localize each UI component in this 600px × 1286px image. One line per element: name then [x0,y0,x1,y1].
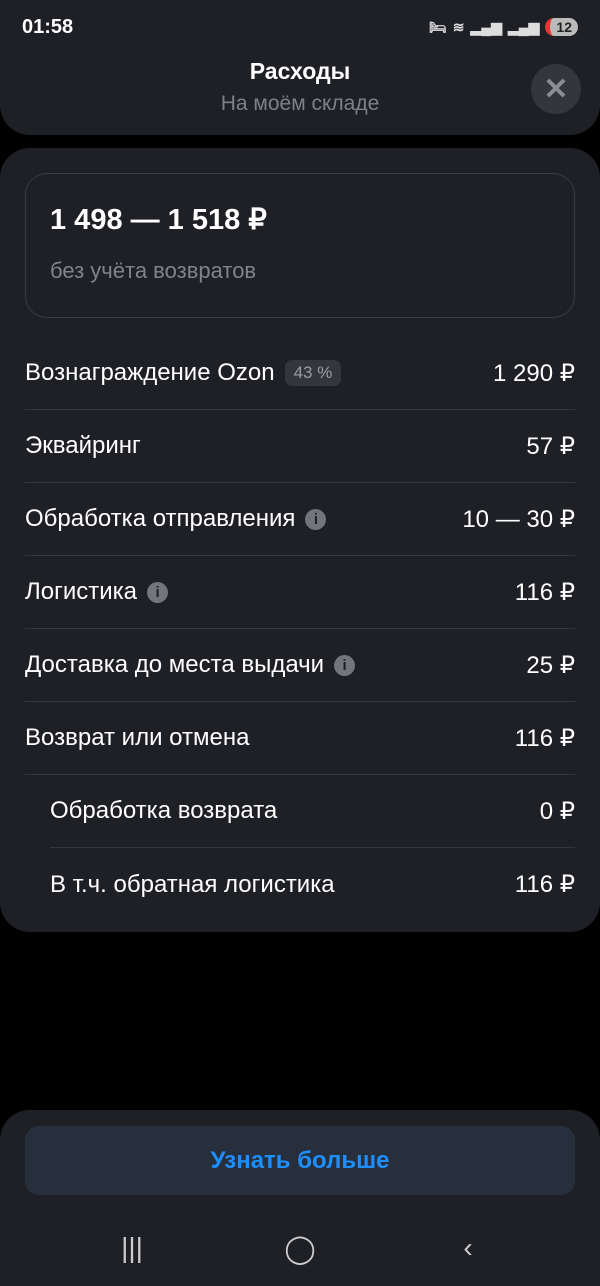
row-value: 0 ₽ [539,797,575,825]
info-icon[interactable]: i [334,654,356,676]
signal-icon-2: ▂▄▆ [507,18,540,35]
recent-apps-icon[interactable]: ||| [121,1232,143,1263]
row-value: 116 ₽ [514,724,575,752]
expense-row: Логистика i 116 ₽ [25,556,575,629]
row-value: 25 ₽ [526,651,575,679]
row-value: 57 ₽ [526,432,575,460]
expense-row: Обработка возврата 0 ₽ [50,775,575,848]
close-icon: ✕ [543,72,569,106]
row-label: Обработка возврата [50,797,278,824]
row-value: 1 290 ₽ [493,359,575,387]
row-label: Возврат или отмена [25,724,250,751]
info-icon[interactable]: i [305,508,327,530]
percent-badge: 43 % [284,360,342,386]
row-value: 10 — 30 ₽ [462,505,575,533]
info-icon[interactable]: i [147,581,169,603]
expense-row: Эквайринг 57 ₽ [25,410,575,483]
expense-note: без учёта возвратов [50,258,257,283]
back-icon[interactable]: ‹ [463,1232,473,1263]
expenses-card: 1 498 — 1 518 ₽ без учёта возвратов Возн… [0,148,600,932]
expense-row: Возврат или отмена 116 ₽ [25,702,575,775]
page-subtitle: На моём складе [220,92,380,115]
sleep-icon: 🛏 [429,18,447,35]
row-label: Доставка до места выдачи [25,651,325,678]
clock: 01:58 [22,15,74,38]
expense-row: В т.ч. обратная логистика 116 ₽ [50,848,575,921]
wifi-icon: ≋ [452,18,465,35]
row-label: Вознаграждение Ozon [25,359,275,386]
expense-row: Обработка отправления i 10 — 30 ₽ [25,483,575,556]
row-value: 116 ₽ [514,871,575,898]
expense-row: Вознаграждение Ozon 43 % 1 290 ₽ [25,337,575,410]
row-value: 116 ₽ [514,578,575,606]
page-title: Расходы [249,58,351,84]
battery-indicator: 12 [545,18,578,36]
close-button[interactable]: ✕ [531,64,581,114]
expense-row: Доставка до места выдачи i 25 ₽ [25,629,575,702]
learn-more-button[interactable]: Узнать больше [25,1126,575,1195]
row-label: В т.ч. обратная логистика [50,870,335,898]
expense-list: Вознаграждение Ozon 43 % 1 290 ₽ Эквайринг 5… [25,337,575,921]
home-icon[interactable]: ◯ [284,1233,316,1264]
bottom-panel: Узнать больше ||| ◯ ‹ [0,1110,600,1286]
row-label: Логистика [25,578,138,605]
expense-range: 1 498 — 1 518 ₽ [50,204,267,236]
row-label: Обработка отправления [25,505,296,532]
summary-box: 1 498 — 1 518 ₽ без учёта возвратов [25,173,575,318]
signal-icon: ▂▄▆ [470,18,502,35]
row-label: Эквайринг [25,432,141,459]
status-bar: 01:58 🛏 ≋ ▂▄▆ ▂▄▆ 12 [22,14,578,40]
header: 01:58 🛏 ≋ ▂▄▆ ▂▄▆ 12 Расходы На моём скл… [0,0,600,135]
